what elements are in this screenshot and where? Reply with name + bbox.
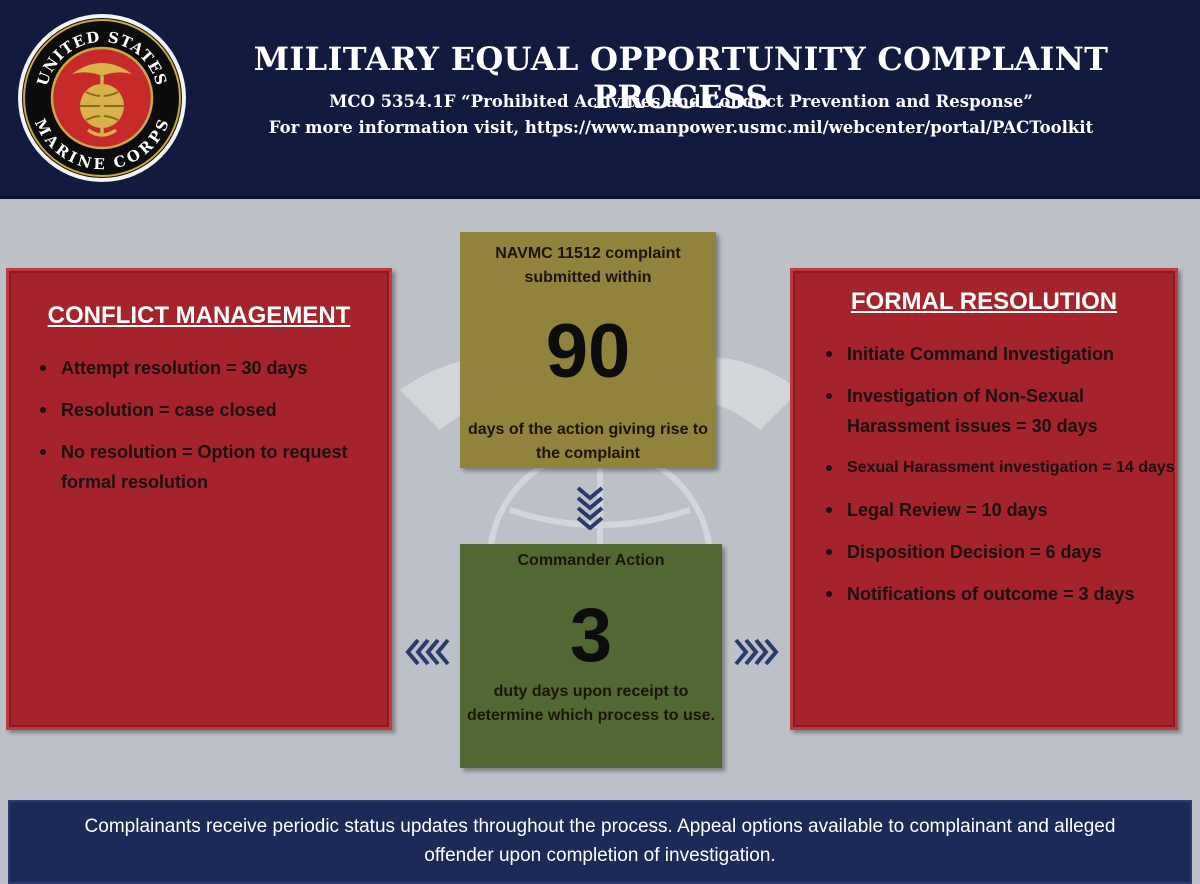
commander-action-box: Commander Action 3 duty days upon receip… — [460, 544, 722, 768]
list-item: Resolution = case closed — [40, 395, 370, 425]
conflict-management-heading: CONFLICT MANAGEMENT — [47, 302, 351, 329]
complaint-days-number: 90 — [545, 309, 631, 394]
chevron-left-icon — [405, 638, 450, 666]
conflict-management-list: Attempt resolution = 30 days Resolution … — [20, 353, 370, 509]
complaint-bottom-text: days of the action giving rise to the co… — [467, 421, 709, 462]
chevron-down-icon — [576, 486, 604, 530]
list-item: Disposition Decision = 6 days — [826, 537, 1178, 567]
list-item: Attempt resolution = 30 days — [40, 353, 370, 383]
complaint-submission-box: NAVMC 11512 complaint submitted within 9… — [460, 232, 716, 468]
footer-text: Complainants receive periodic status upd… — [84, 816, 1116, 866]
commander-days-number: 3 — [569, 593, 613, 678]
formal-resolution-panel: FORMAL RESOLUTION Initiate Command Inves… — [790, 268, 1178, 730]
marine-corps-seal-icon: UNITED STATES MARINE CORPS — [18, 14, 186, 182]
list-item: Investigation of Non-Sexual Harassment i… — [826, 381, 1178, 441]
info-link-text: For more information visit, https://www.… — [268, 118, 1094, 137]
page-title: MILITARY EQUAL OPPORTUNITY COMPLAINT PRO… — [253, 40, 1109, 116]
order-subtitle: MCO 5354.1F “Prohibited Activities and C… — [329, 92, 1033, 111]
list-item: Initiate Command Investigation — [826, 339, 1178, 369]
commander-top-text: Commander Action — [517, 552, 665, 569]
list-item: Sexual Harassment investigation = 14 day… — [826, 453, 1178, 483]
formal-resolution-list: Initiate Command Investigation Investiga… — [806, 339, 1178, 621]
footer-banner: Complainants receive periodic status upd… — [8, 800, 1192, 884]
list-item: No resolution = Option to request formal… — [40, 437, 370, 497]
commander-bottom-text: duty days upon receipt to determine whic… — [466, 683, 716, 724]
list-item: Legal Review = 10 days — [826, 495, 1178, 525]
complaint-top-text: NAVMC 11512 complaint submitted within — [495, 245, 681, 286]
chevron-right-icon — [734, 638, 779, 666]
list-item: Notifications of outcome = 3 days — [826, 579, 1178, 609]
conflict-management-panel: CONFLICT MANAGEMENT Attempt resolution =… — [6, 268, 392, 730]
formal-resolution-heading: FORMAL RESOLUTION — [850, 288, 1118, 315]
header-banner: UNITED STATES MARINE CORPS MILITARY EQUA… — [0, 0, 1200, 199]
